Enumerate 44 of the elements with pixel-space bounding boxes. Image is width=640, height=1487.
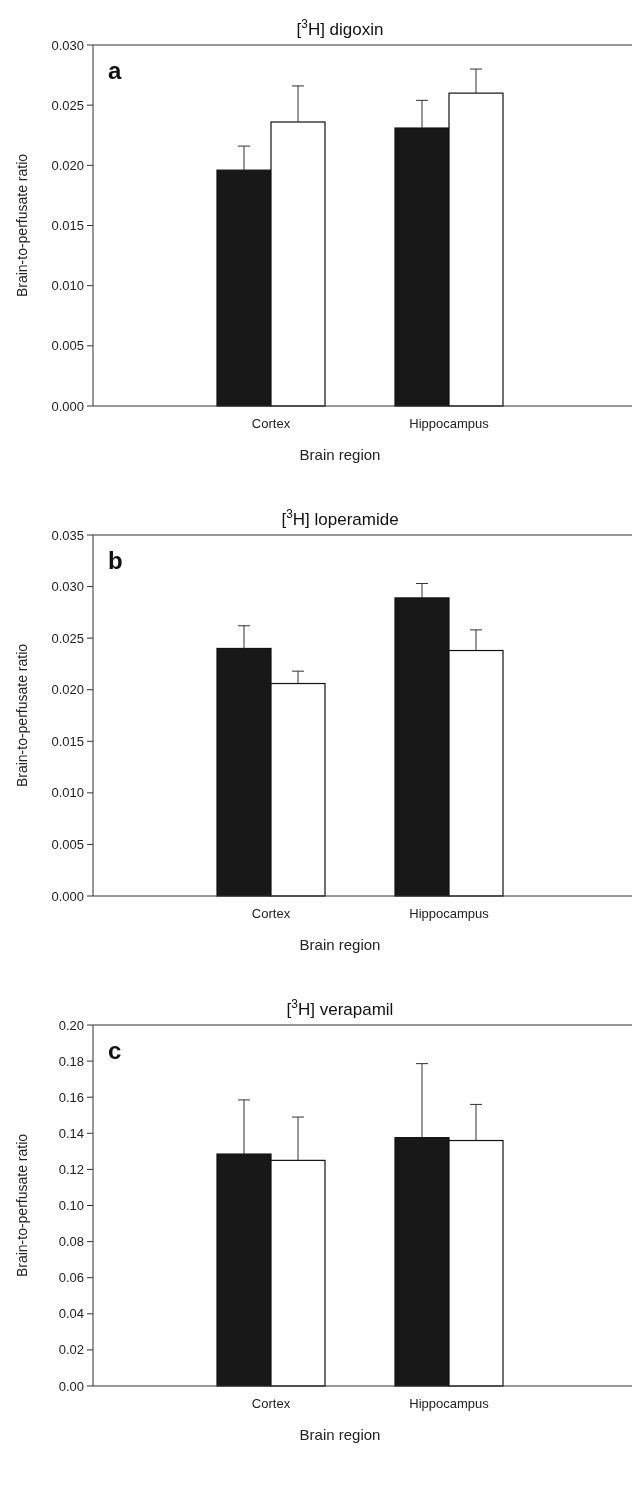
y-tick-label: 0.030 [51, 579, 84, 595]
y-tick-label: 0.035 [51, 527, 84, 543]
y-tick-label: 0.12 [58, 1161, 84, 1177]
x-tick-label: Hippocampus [409, 416, 490, 431]
y-tick-label: 0.025 [51, 630, 84, 646]
x-tick-label: Hippocampus [409, 906, 490, 921]
y-tick-label: 0.16 [58, 1089, 84, 1105]
y-tick-label: 0.020 [51, 682, 84, 698]
y-tick-label: 0.06 [58, 1270, 84, 1286]
x-tick-label: Cortex [251, 416, 291, 431]
x-axis-title: Brain region [299, 936, 381, 953]
y-axis-title: Brain-to-perfusate ratio [14, 643, 30, 788]
annotation: a [108, 57, 122, 84]
x-axis-title: Brain region [299, 1426, 381, 1443]
chart-title: [$^{3}$H] loperamide [281, 507, 399, 529]
y-tick-label: 0.010 [51, 278, 84, 294]
y-tick-label: 0.04 [58, 1306, 84, 1322]
y-tick-label: 0.14 [58, 1125, 84, 1141]
y-tick-label: 0.025 [51, 97, 84, 113]
y-tick-label: 0.08 [58, 1234, 84, 1250]
y-tick-label: 0.010 [51, 785, 84, 801]
y-tick-label: 0.030 [51, 37, 84, 53]
x-axis-title: Brain region [299, 446, 381, 463]
y-tick-label: 0.00 [58, 1378, 84, 1394]
y-tick-label: 0.18 [58, 1053, 84, 1069]
y-tick-label: 0.015 [51, 218, 84, 234]
y-tick-label: 0.005 [51, 338, 84, 354]
y-tick-label: 0.000 [51, 398, 84, 414]
y-tick-label: 0.02 [58, 1342, 84, 1358]
chart-title: [$^{3}$H] digoxin [296, 17, 384, 39]
annotation: c [108, 1037, 122, 1064]
y-axis-title: Brain-to-perfusate ratio [14, 153, 30, 298]
y-tick-label: 0.000 [51, 888, 84, 904]
x-tick-label: Cortex [251, 1396, 291, 1411]
y-tick-label: 0.10 [58, 1198, 84, 1214]
y-tick-label: 0.20 [58, 1017, 84, 1033]
y-tick-label: 0.005 [51, 836, 84, 852]
y-axis-title: Brain-to-perfusate ratio [14, 1133, 30, 1278]
chart-title: [$^{3}$H] verapamil [286, 997, 394, 1019]
annotation: b [108, 547, 123, 574]
y-tick-label: 0.020 [51, 157, 84, 173]
x-tick-label: Hippocampus [409, 1396, 490, 1411]
y-tick-label: 0.015 [51, 733, 84, 749]
x-tick-label: Cortex [251, 906, 291, 921]
